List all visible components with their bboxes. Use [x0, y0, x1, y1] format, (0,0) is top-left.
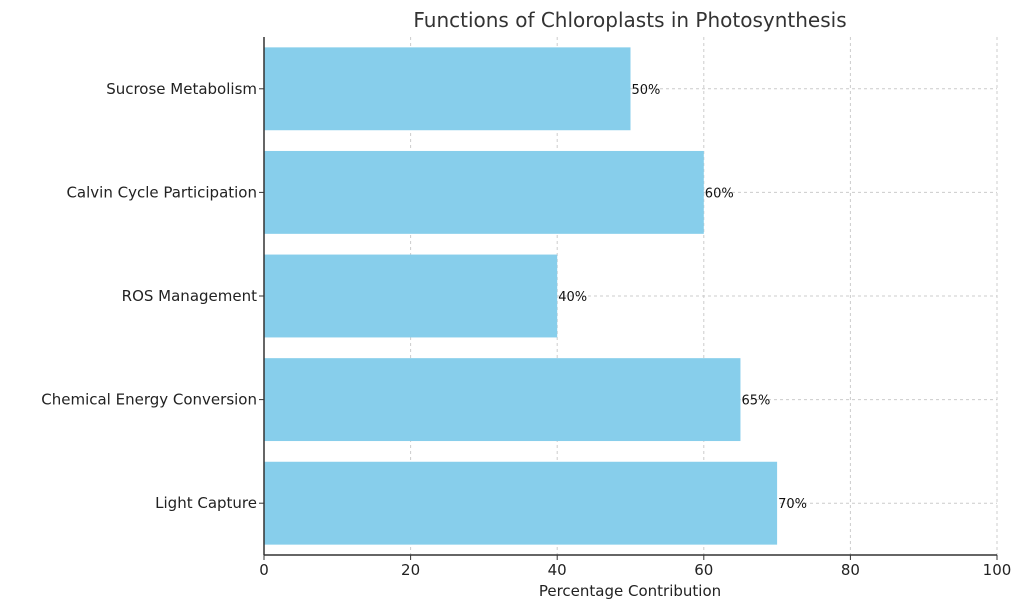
y-tick-label: Calvin Cycle Participation: [66, 183, 257, 201]
y-tick-label: Light Capture: [155, 494, 257, 512]
x-tick-label: 60: [694, 561, 713, 579]
bar: [264, 150, 704, 234]
x-tick-label: 20: [401, 561, 420, 579]
data-label: 60%: [705, 186, 734, 201]
x-tick-label: 80: [841, 561, 860, 579]
data-label: 65%: [741, 394, 770, 409]
bar: [264, 358, 741, 442]
x-axis-label: Percentage Contribution: [539, 582, 721, 600]
data-labels: 70% 65% 40% 60% 50%: [558, 83, 807, 512]
data-label: 40%: [558, 290, 587, 305]
x-ticks: 0 20 40 60 80 100: [259, 555, 1011, 579]
bar: [264, 47, 631, 131]
y-ticks: Light Capture Chemical Energy Conversion R…: [41, 80, 264, 512]
x-tick-label: 40: [548, 561, 567, 579]
data-label: 50%: [632, 83, 661, 98]
x-tick-label: 100: [983, 561, 1012, 579]
y-tick-label: Chemical Energy Conversion: [41, 391, 257, 409]
x-tick-label: 0: [259, 561, 269, 579]
bar: [264, 254, 558, 338]
bars: [264, 47, 778, 545]
y-tick-label: ROS Management: [122, 287, 257, 305]
chart-title: Functions of Chloroplasts in Photosynthe…: [413, 8, 846, 32]
bar: [264, 461, 778, 545]
data-label: 70%: [778, 497, 807, 512]
y-tick-label: Sucrose Metabolism: [106, 80, 257, 98]
